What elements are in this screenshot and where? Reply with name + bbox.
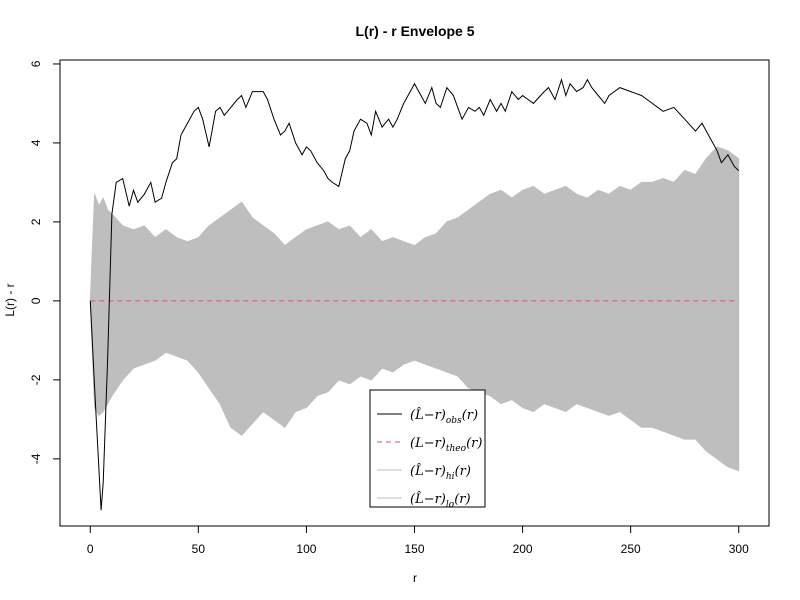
x-tick-label: 200 (513, 542, 533, 556)
y-axis-label: L(r) - r (3, 283, 17, 316)
legend: (L̂−r)obs(r) (L−r)theo(r) (L̂−r)hi(r) (L̂−r… (369, 389, 486, 510)
y-tick-label: -2 (29, 374, 43, 385)
x-tick-label: 250 (621, 542, 641, 556)
x-axis: 0 50 100 150 200 250 300 (87, 525, 749, 556)
legend-label-theo: (L−r)theo(r) (410, 436, 482, 454)
x-tick-label: 50 (192, 542, 206, 556)
legend-label-lo: (L̂−r)lo(r) (410, 491, 471, 510)
x-tick-label: 150 (404, 542, 424, 556)
legend-label-obs: (L̂−r)obs(r) (410, 407, 478, 426)
observed-line (89, 77, 740, 511)
envelope-band (89, 146, 740, 472)
y-axis: -4 -2 0 2 4 6 (29, 60, 61, 464)
y-tick-label: 0 (29, 297, 43, 304)
y-tick-label: -4 (29, 453, 43, 464)
envelope-band-layer (89, 146, 740, 472)
y-tick-label: 4 (29, 139, 43, 146)
y-tick-label: 2 (29, 218, 43, 225)
legend-box (369, 389, 486, 508)
observed-line-layer (89, 77, 740, 511)
chart-title: L(r) - r Envelope 5 (355, 23, 474, 39)
x-tick-label: 300 (729, 542, 749, 556)
x-tick-label: 0 (87, 542, 94, 556)
y-tick-label: 6 (29, 60, 43, 67)
x-tick-label: 100 (296, 542, 316, 556)
x-axis-label: r (413, 571, 417, 585)
legend-label-hi: (L̂−r)hi(r) (410, 463, 471, 482)
